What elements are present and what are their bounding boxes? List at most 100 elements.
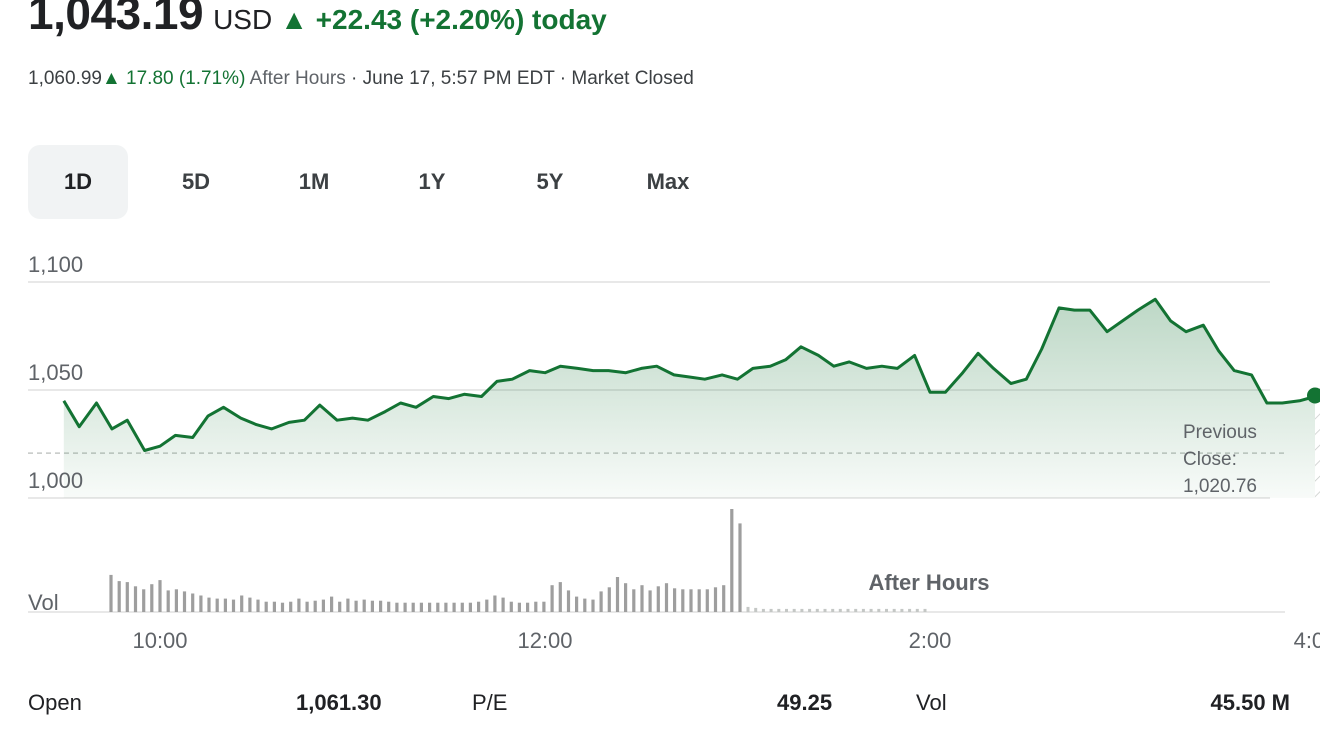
volume-bar-after-hours xyxy=(800,608,804,612)
volume-bar xyxy=(705,589,709,612)
volume-bar xyxy=(379,600,383,612)
volume-bar xyxy=(730,509,734,612)
volume-bar xyxy=(321,599,325,612)
axis-labels: 1,1001,0501,00010:0012:002:004:006:00Vol… xyxy=(28,252,1320,653)
volume-axis-label: Vol xyxy=(28,590,59,615)
stat-value-pe: 49.25 xyxy=(777,690,833,715)
volume-bar xyxy=(673,588,677,612)
volume-bar xyxy=(697,589,701,612)
price-area xyxy=(63,299,1320,498)
volume-bar xyxy=(509,601,513,612)
volume-bar-after-hours xyxy=(854,608,858,612)
x-tick-label: 12:00 xyxy=(517,628,572,653)
volume-bar-after-hours xyxy=(923,608,927,612)
volume-bar-after-hours xyxy=(769,608,773,612)
price-chart: 1,1001,0501,00010:0012:002:004:006:00Vol… xyxy=(28,252,1320,653)
volume-bar xyxy=(256,599,260,612)
volume-bar-after-hours xyxy=(861,608,865,612)
volume-bar-after-hours xyxy=(746,606,750,613)
volume-bar xyxy=(411,602,415,612)
volume-bar xyxy=(313,600,317,612)
volume-bar xyxy=(656,586,660,613)
after-hours-annotation: After Hours xyxy=(868,570,989,595)
volume-bar xyxy=(166,590,170,612)
volume-bar xyxy=(501,597,505,612)
volume-bar xyxy=(215,598,219,612)
volume-bar-after-hours xyxy=(754,607,758,612)
volume-bar-after-hours xyxy=(838,608,842,612)
volume-bar xyxy=(493,595,497,612)
stat-label-pe: P/E xyxy=(472,690,508,715)
currency-label: USD xyxy=(213,4,273,35)
volume-bar-after-hours xyxy=(815,608,819,612)
volume-bar-after-hours xyxy=(808,608,812,612)
volume-bar xyxy=(125,582,129,612)
x-tick-label: 2:00 xyxy=(909,628,952,653)
volume-bar xyxy=(330,596,334,612)
volume-bar xyxy=(280,602,285,612)
volume-bar xyxy=(142,589,146,612)
volume-bar xyxy=(199,595,203,612)
volume-bar xyxy=(599,591,603,612)
volume-bar xyxy=(558,582,562,612)
tab-5d[interactable]: 5D xyxy=(181,169,211,194)
volume-bar xyxy=(722,585,726,612)
volume-bar xyxy=(150,584,154,612)
volume-bar-after-hours xyxy=(831,608,835,612)
volume-bar xyxy=(526,602,530,612)
volume-bar xyxy=(607,587,611,612)
after-hours-price: 1,060.99 xyxy=(28,68,102,89)
volume-bar xyxy=(223,598,227,612)
key-stats: Open 1,061.30 P/E 49.25 Vol 45.50 M xyxy=(28,690,1290,726)
volume-bar xyxy=(231,599,236,612)
after-hours-area xyxy=(1315,390,1320,498)
volume-bar xyxy=(632,589,636,612)
volume-bar xyxy=(460,602,464,612)
price-lines xyxy=(62,297,1320,452)
stat-value-vol: 45.50 M xyxy=(1210,690,1291,715)
volume-bar xyxy=(477,601,481,612)
after-hours-label: After Hours xyxy=(249,68,346,89)
volume-bar xyxy=(248,597,252,612)
tab-5y[interactable]: 5Y xyxy=(536,169,564,194)
volume-bar-after-hours xyxy=(908,608,912,612)
after-hours-change: ▲ 17.80 (1.71%) xyxy=(101,68,246,89)
y-tick-label: 1,050 xyxy=(28,360,83,385)
volume-bar xyxy=(297,598,301,612)
volume-bar xyxy=(133,586,138,613)
tab-max[interactable]: Max xyxy=(646,169,690,194)
volume-bar xyxy=(117,581,121,612)
volume-bar xyxy=(444,602,448,612)
volume-bar xyxy=(648,590,652,612)
volume-bar xyxy=(362,599,366,612)
volume-bar xyxy=(182,591,187,612)
volume-bar xyxy=(191,593,195,612)
volume-bar xyxy=(354,600,358,612)
volume-bar xyxy=(624,583,628,612)
volume-bar xyxy=(346,598,350,612)
volume-bar-after-hours xyxy=(915,608,919,612)
volume-bar xyxy=(713,587,718,612)
volume-bar xyxy=(174,589,178,612)
previous-close-label: Previous xyxy=(1183,422,1257,443)
tab-1d[interactable]: 1D xyxy=(28,145,128,219)
volume-bar xyxy=(664,583,669,612)
y-tick-label: 1,100 xyxy=(28,252,83,277)
tab-1y[interactable]: 1Y xyxy=(418,169,446,194)
y-tick-label: 1,000 xyxy=(28,468,83,493)
current-price: 1,043.19 xyxy=(28,0,204,39)
regular-session-area xyxy=(63,299,1315,498)
volume-bar xyxy=(436,602,440,612)
volume-bar xyxy=(109,574,113,612)
x-tick-label: 4:00 xyxy=(1294,628,1320,653)
tab-1m[interactable]: 1M xyxy=(298,169,330,194)
volume-bars xyxy=(109,509,927,613)
volume-bar xyxy=(681,589,685,612)
volume-bar-after-hours xyxy=(777,608,781,612)
volume-bar xyxy=(403,602,407,612)
range-tabs: 1D 5D 1M 1Y 5Y Max xyxy=(28,145,736,219)
after-hours-line xyxy=(1315,388,1320,392)
volume-bar-after-hours xyxy=(792,608,796,612)
volume-bar xyxy=(428,602,432,612)
volume-bar-after-hours xyxy=(892,608,896,612)
